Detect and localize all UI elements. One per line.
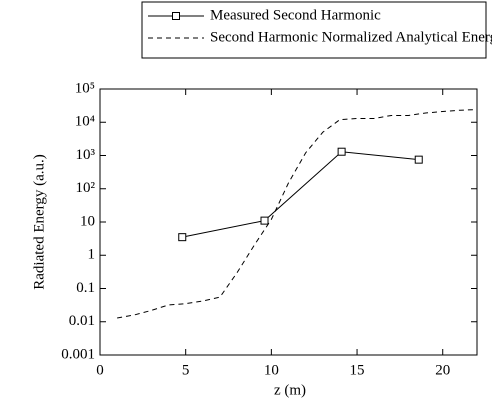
point-marker — [414, 155, 423, 164]
series-line — [182, 151, 419, 238]
y-axis-label: Radiated Energy (a.u.) — [31, 154, 47, 290]
y-tick-label: 10 — [80, 213, 95, 229]
y-tick-label: 10⁵ — [75, 80, 95, 96]
point-marker — [178, 233, 187, 242]
y-tick-label: 0.1 — [76, 280, 95, 296]
x-tick-label: 10 — [264, 362, 279, 378]
series-line — [117, 109, 478, 319]
x-tick-label: 15 — [350, 362, 365, 378]
y-tick-label: 10⁴ — [75, 114, 95, 130]
x-tick-label: 5 — [182, 362, 190, 378]
y-tick-label: 1 — [88, 247, 96, 263]
y-tick-label: 0.01 — [69, 313, 95, 329]
y-tick-label: 10² — [76, 180, 96, 196]
y-tick-label: 0.001 — [61, 346, 95, 362]
y-tick-label: 10³ — [76, 147, 96, 163]
point-marker — [337, 147, 346, 156]
x-tick-label: 20 — [435, 362, 450, 378]
point-marker — [260, 216, 269, 225]
plot-frame — [99, 88, 478, 356]
legend-box — [141, 1, 487, 59]
legend-label: Second Harmonic Normalized Analytical En… — [210, 29, 492, 45]
legend-label: Measured Second Harmonic — [210, 7, 381, 23]
legend-marker — [172, 12, 180, 20]
x-axis-label: z (m) — [274, 382, 306, 398]
x-tick-label: 0 — [96, 362, 104, 378]
